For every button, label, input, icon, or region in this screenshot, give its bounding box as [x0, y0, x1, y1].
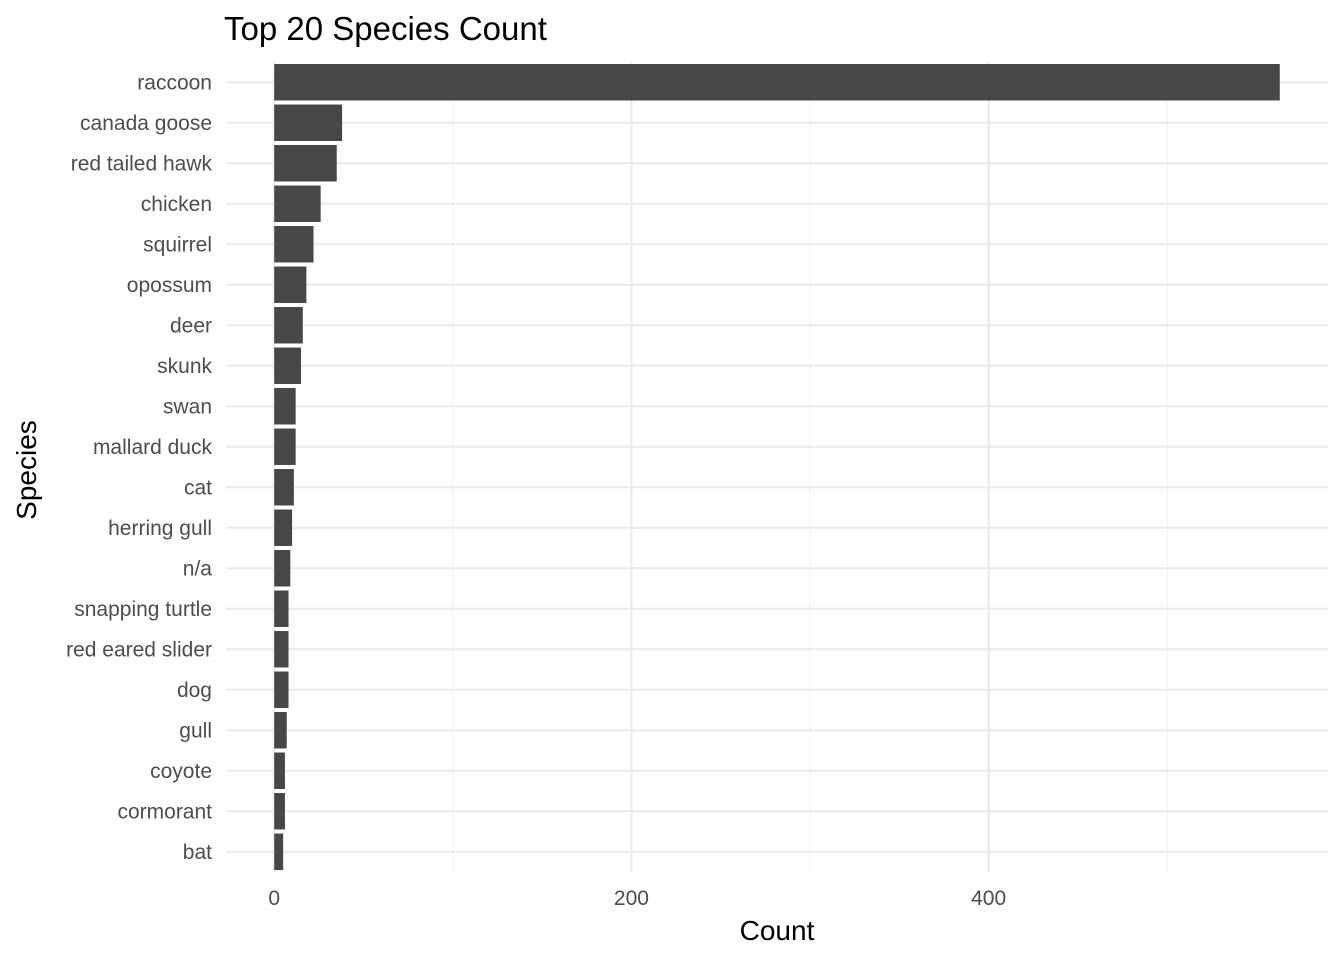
bar-cat: [274, 469, 294, 506]
bar-snapping-turtle: [274, 590, 289, 627]
bar-raccoon: [274, 64, 1280, 101]
bar-squirrel: [274, 226, 314, 263]
bar-opossum: [274, 266, 307, 303]
y-tick-label: gull: [179, 719, 212, 742]
y-tick-label: swan: [163, 395, 212, 418]
chart-title: Top 20 Species Count: [224, 10, 547, 47]
bar-chicken: [274, 185, 321, 222]
bar-swan: [274, 388, 296, 425]
bar-red-tailed-hawk: [274, 145, 337, 182]
y-tick-label: coyote: [150, 760, 212, 783]
y-tick-label: mallard duck: [93, 436, 213, 459]
y-axis-title: Species: [11, 420, 42, 520]
bar-gull: [274, 712, 287, 749]
y-tick-label: deer: [170, 314, 212, 337]
bar-deer: [274, 307, 303, 344]
y-tick-label: cormorant: [117, 800, 212, 823]
y-tick-label: opossum: [127, 274, 212, 297]
y-tick-label: canada goose: [80, 112, 212, 135]
y-tick-label: herring gull: [108, 517, 212, 540]
y-tick-label: cat: [184, 476, 212, 499]
grid-lines: [226, 62, 1328, 872]
bar-mallard-duck: [274, 428, 296, 465]
y-tick-label: n/a: [183, 557, 213, 580]
bar-coyote: [274, 752, 285, 789]
x-tick-label: 400: [971, 887, 1006, 910]
y-tick-label: skunk: [157, 355, 212, 378]
y-tick-label: red eared slider: [66, 638, 212, 661]
x-axis-tick-labels: 0 200 400: [268, 887, 1006, 910]
x-tick-label: 0: [268, 887, 280, 910]
x-axis-title: Count: [740, 915, 815, 946]
y-tick-label: squirrel: [143, 233, 212, 256]
bar-dog: [274, 671, 289, 708]
bar-herring-gull: [274, 509, 293, 546]
y-tick-label: chicken: [141, 193, 212, 216]
bar-canada-goose: [274, 104, 343, 141]
y-tick-label: bat: [183, 841, 212, 864]
bar-cormorant: [274, 793, 285, 830]
bar-red-eared-slider: [274, 631, 289, 668]
bars: [274, 64, 1280, 870]
bar-bat: [274, 833, 284, 870]
x-tick-label: 200: [614, 887, 649, 910]
y-tick-label: dog: [177, 679, 212, 702]
bar-skunk: [274, 347, 302, 384]
y-tick-label: red tailed hawk: [71, 152, 213, 175]
bar-n-a: [274, 550, 291, 587]
y-tick-label: snapping turtle: [74, 598, 212, 621]
y-axis-tick-labels: raccoon canada goose red tailed hawk chicke…: [66, 71, 212, 864]
y-tick-label: raccoon: [137, 71, 212, 94]
